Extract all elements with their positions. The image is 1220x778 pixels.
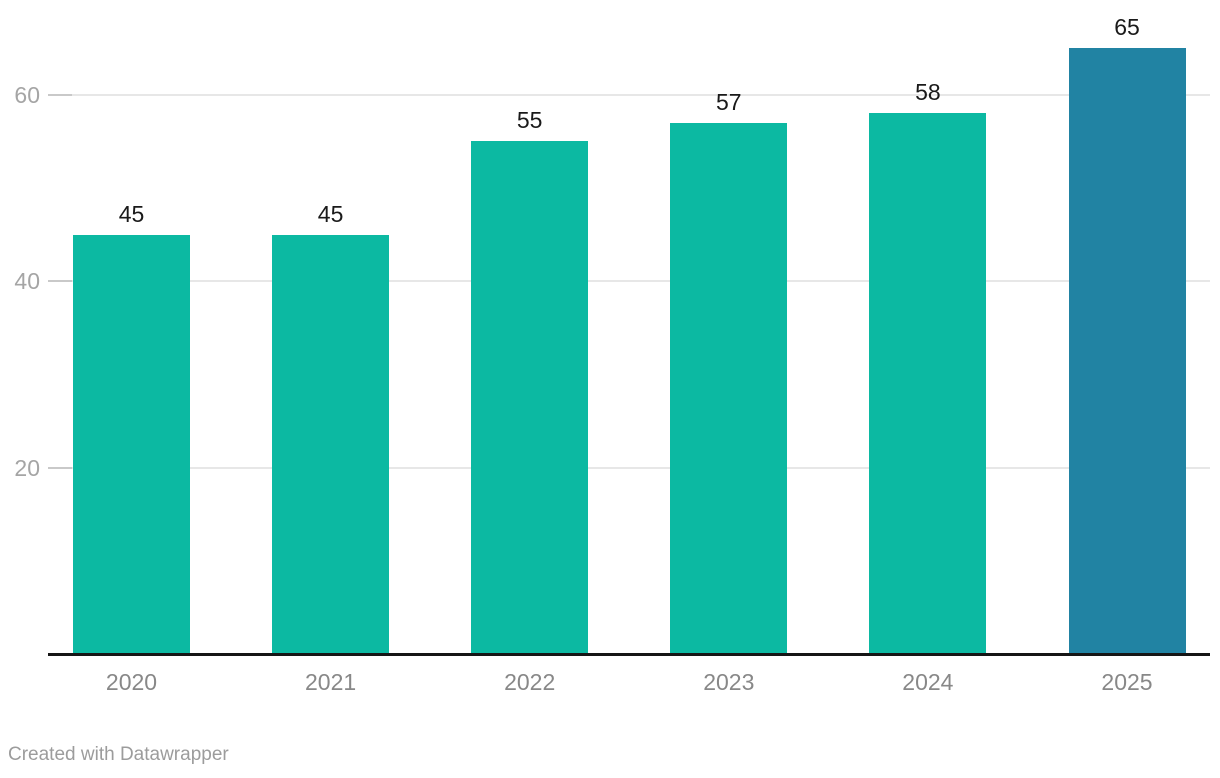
x-axis-label: 2024 [902, 669, 954, 695]
bar-2024 [869, 113, 987, 655]
gridline [48, 467, 1210, 470]
bar-2022 [471, 141, 589, 655]
x-axis-label: 2025 [1101, 669, 1153, 695]
gridline [48, 280, 1210, 283]
y-axis-tick [48, 467, 72, 470]
x-axis-label: 2022 [504, 669, 556, 695]
value-label: 45 [317, 200, 344, 227]
y-axis-label: 40 [14, 268, 40, 295]
bar-2025 [1068, 47, 1186, 655]
gridline [48, 93, 1210, 96]
x-axis-label: 2023 [703, 669, 755, 695]
x-axis-label: 2021 [305, 669, 357, 695]
y-axis-label: 20 [14, 455, 40, 482]
datawrapper-attribution-link[interactable]: Created with Datawrapper [8, 744, 229, 765]
y-axis-label: 60 [14, 81, 40, 108]
value-label: 45 [118, 200, 145, 227]
value-label: 57 [716, 88, 742, 115]
value-label: 55 [516, 107, 543, 134]
bar-2020 [73, 234, 190, 655]
value-label: 65 [1114, 13, 1140, 40]
x-axis-line [48, 653, 1210, 656]
value-label: 58 [915, 79, 941, 106]
x-axis-label: 2020 [105, 669, 158, 695]
bar-2021 [272, 234, 390, 655]
bar-2023 [670, 122, 788, 655]
y-axis-tick [48, 280, 72, 283]
y-axis-tick [48, 93, 72, 96]
